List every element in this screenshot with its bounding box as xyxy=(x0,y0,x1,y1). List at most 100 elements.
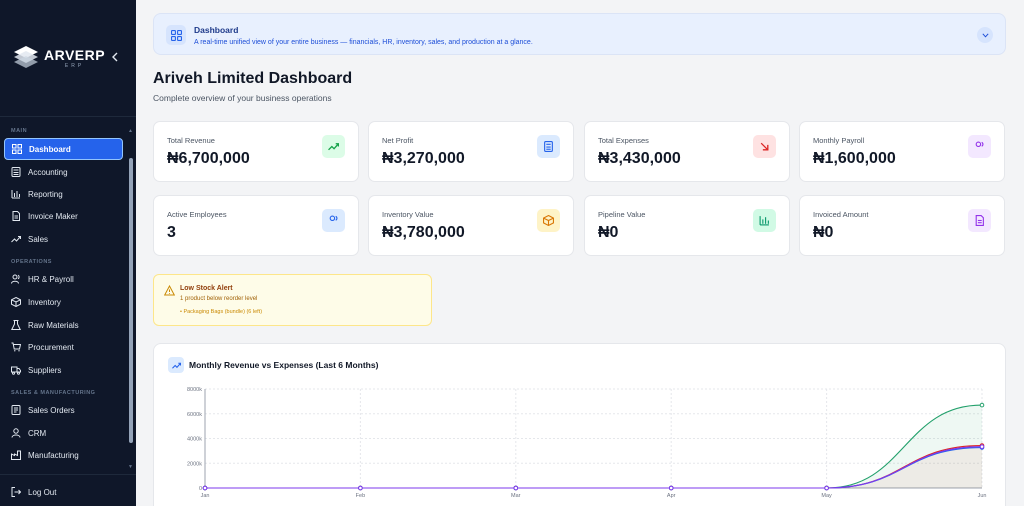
data-point xyxy=(668,485,674,491)
trend-up-icon xyxy=(168,357,184,373)
scroll-up-icon[interactable]: ▲ xyxy=(128,128,133,134)
sidebar-scrollbar[interactable]: ▲ ▼ xyxy=(128,128,133,472)
data-point xyxy=(358,485,363,491)
sidebar-item-invoice-maker[interactable]: Invoice Maker xyxy=(4,205,123,227)
stat-card-total-revenue[interactable]: Total Revenue ₦6,700,000 xyxy=(153,121,359,182)
stat-card-monthly-payroll[interactable]: Monthly Payroll ₦1,600,000 xyxy=(799,121,1005,182)
sidebar-item-raw-materials[interactable]: Raw Materials xyxy=(4,314,123,336)
sidebar-item-reporting[interactable]: Reporting xyxy=(4,183,123,205)
series-area xyxy=(205,405,982,488)
chevron-down-icon xyxy=(981,32,989,38)
logout-label: Log Out xyxy=(28,487,57,497)
stat-label: Monthly Payroll xyxy=(813,136,865,145)
grid-icon xyxy=(12,144,22,154)
sidebar-item-sales[interactable]: Sales xyxy=(4,228,123,250)
stat-value: ₦0 xyxy=(813,224,834,241)
sidebar-item-manufacturing[interactable]: Manufacturing xyxy=(4,444,123,466)
logout-button[interactable]: Log Out xyxy=(4,481,123,503)
sidebar-item-inventory[interactable]: Inventory xyxy=(4,291,123,313)
sidebar-item-procurement[interactable]: Procurement xyxy=(4,336,123,358)
data-point xyxy=(513,485,519,491)
sidebar-item-label: HR & Payroll xyxy=(28,274,74,284)
section-sales-manufacturing: SALES & MANUFACTURING xyxy=(11,390,96,396)
stat-value: ₦6,700,000 xyxy=(167,150,250,167)
scroll-thumb[interactable] xyxy=(129,158,133,443)
stat-label: Active Employees xyxy=(167,210,227,219)
section-operations: OPERATIONS xyxy=(11,259,52,265)
page-subtitle: Complete overview of your business opera… xyxy=(153,93,332,103)
bar-chart-icon xyxy=(11,189,21,199)
alert-title: Low Stock Alert xyxy=(180,285,233,292)
y-tick-label: 2000k xyxy=(187,461,202,467)
flask-icon xyxy=(11,320,21,330)
orders-icon xyxy=(11,405,21,415)
banner-title: Dashboard xyxy=(194,25,239,35)
series-area xyxy=(205,445,982,488)
y-tick-label: 8000k xyxy=(187,387,202,393)
sidebar-item-label: Accounting xyxy=(28,167,68,177)
banner-description: A real-time unified view of your entire … xyxy=(194,39,533,46)
collapse-sidebar-button[interactable] xyxy=(109,51,121,65)
users-icon xyxy=(968,135,991,158)
stat-value: ₦3,430,000 xyxy=(598,150,681,167)
line-chart: 0 2000k 4000k 6000k 8000k Jan Feb Mar Apr May Jun xyxy=(187,387,986,499)
x-tick-label: Mar xyxy=(511,493,521,499)
sidebar-item-label: Inventory xyxy=(28,297,61,307)
stat-label: Pipeline Value xyxy=(598,210,646,219)
crm-icon xyxy=(11,428,21,438)
alert-item: • Packaging Bags (bundle) (6 left) xyxy=(180,309,263,315)
chart-title: Monthly Revenue vs Expenses (Last 6 Mont… xyxy=(189,360,379,370)
series-line xyxy=(205,446,983,489)
stat-card-invoiced-amount[interactable]: Invoiced Amount ₦0 xyxy=(799,195,1005,256)
box-icon xyxy=(537,209,560,232)
stat-label: Total Revenue xyxy=(167,136,215,145)
users-icon xyxy=(11,274,21,284)
sidebar-item-label: Sales Orders xyxy=(28,405,75,415)
calculator-icon xyxy=(537,135,560,158)
trend-up-icon xyxy=(322,135,345,158)
factory-icon xyxy=(11,450,21,460)
stat-card-net-profit[interactable]: Net Profit ₦3,270,000 xyxy=(368,121,574,182)
truck-icon xyxy=(11,365,21,375)
data-point xyxy=(202,485,208,491)
sidebar-divider xyxy=(0,116,136,117)
info-banner: Dashboard A real-time unified view of yo… xyxy=(153,13,1006,55)
stat-card-inventory-value[interactable]: Inventory Value ₦3,780,000 xyxy=(368,195,574,256)
sidebar-item-sales-orders[interactable]: Sales Orders xyxy=(4,399,123,421)
stat-value: 3 xyxy=(167,224,176,241)
stat-value: ₦3,270,000 xyxy=(382,150,465,167)
sidebar-item-label: Invoice Maker xyxy=(28,211,78,221)
sidebar-item-dashboard[interactable]: Dashboard xyxy=(4,138,123,160)
grid-icon xyxy=(166,25,186,45)
sidebar-item-label: Dashboard xyxy=(29,144,71,154)
low-stock-alert: Low Stock Alert 1 product below reorder … xyxy=(153,274,432,326)
x-tick-label: Apr xyxy=(667,493,676,499)
sidebar-item-hr-payroll[interactable]: HR & Payroll xyxy=(4,268,123,290)
revenue-expenses-chart-card: Monthly Revenue vs Expenses (Last 6 Mont… xyxy=(153,343,1006,506)
box-icon xyxy=(11,297,21,307)
users-icon xyxy=(322,209,345,232)
section-main: MAIN xyxy=(11,128,28,134)
data-point xyxy=(979,402,985,408)
stat-card-pipeline-value[interactable]: Pipeline Value ₦0 xyxy=(584,195,790,256)
scroll-down-icon[interactable]: ▼ xyxy=(128,464,133,470)
stat-card-total-expenses[interactable]: Total Expenses ₦3,430,000 xyxy=(584,121,790,182)
sidebar-item-label: Manufacturing xyxy=(28,450,79,460)
stat-label: Invoiced Amount xyxy=(813,210,869,219)
sidebar: ARVERP ERP MAIN Dashboard Accounting Rep… xyxy=(0,0,136,506)
file-icon xyxy=(11,211,21,221)
bar-chart-icon xyxy=(753,209,776,232)
sidebar-item-crm[interactable]: CRM xyxy=(4,422,123,444)
sidebar-item-accounting[interactable]: Accounting xyxy=(4,161,123,183)
stat-value: ₦1,600,000 xyxy=(813,150,896,167)
arrow-down-right-icon xyxy=(753,135,776,158)
sidebar-item-suppliers[interactable]: Suppliers xyxy=(4,359,123,381)
stat-card-active-employees[interactable]: Active Employees 3 xyxy=(153,195,359,256)
banner-toggle-button[interactable] xyxy=(977,27,993,43)
brand-logo[interactable]: ARVERP ERP xyxy=(12,44,105,72)
page-title: Ariveh Limited Dashboard xyxy=(153,70,353,87)
file-icon xyxy=(968,209,991,232)
stat-label: Inventory Value xyxy=(382,210,434,219)
warning-icon xyxy=(164,285,175,296)
sidebar-divider xyxy=(0,474,136,475)
